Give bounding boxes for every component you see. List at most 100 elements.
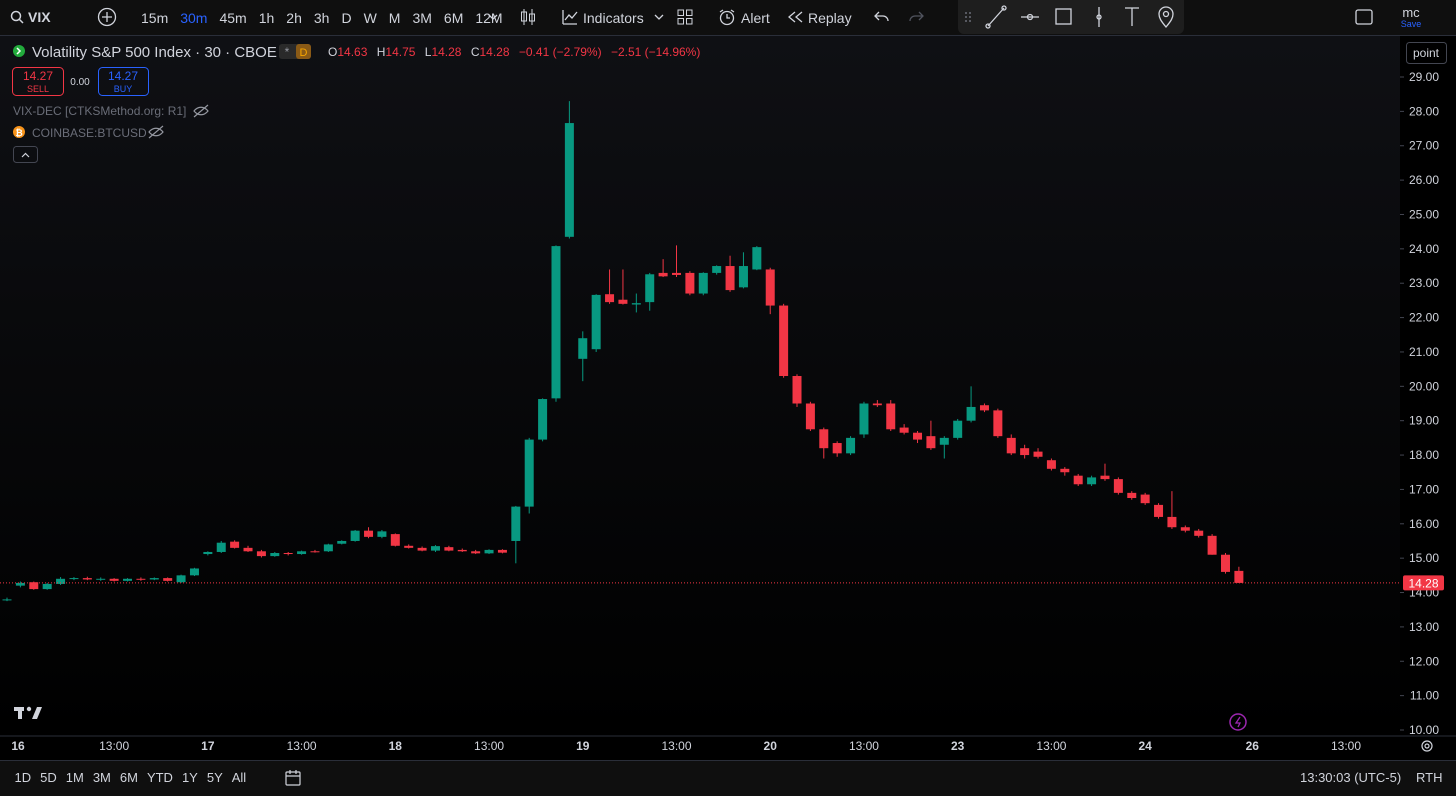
hidden-icon[interactable] xyxy=(148,125,164,139)
interval-button[interactable]: D xyxy=(341,10,352,26)
indicators-menu[interactable] xyxy=(654,13,664,21)
candle-body xyxy=(1207,535,1217,555)
scale-mode[interactable]: point xyxy=(1413,46,1440,60)
interval-button[interactable]: 3h xyxy=(313,10,330,26)
interval-button[interactable]: 30m xyxy=(180,10,208,26)
buy-button[interactable] xyxy=(98,67,149,96)
candle-body xyxy=(189,568,199,576)
candle-body xyxy=(123,578,133,581)
hidden-icon[interactable] xyxy=(193,104,209,118)
alert-button[interactable]: Alert xyxy=(741,10,770,26)
candle-body xyxy=(765,269,775,306)
lightning-button[interactable] xyxy=(1229,713,1247,731)
alert-icon[interactable] xyxy=(718,8,736,26)
interval-button[interactable]: 6M xyxy=(443,10,464,26)
candle-body xyxy=(779,305,789,377)
y-tick-label: 19.00 xyxy=(1409,414,1439,428)
interval-button[interactable]: 2h xyxy=(286,10,302,26)
spread: 0.00 xyxy=(70,77,90,88)
sell-button[interactable] xyxy=(12,67,64,96)
user-layout[interactable]: mc xyxy=(1402,5,1420,20)
candle-body xyxy=(524,439,534,507)
candle-body xyxy=(350,530,360,541)
range-button[interactable]: 5D xyxy=(40,770,57,785)
candle-body xyxy=(364,530,374,537)
range-button[interactable]: YTD xyxy=(146,770,173,785)
indicators-icon[interactable] xyxy=(561,8,579,26)
x-tick-label: 13:00 xyxy=(99,739,129,753)
collapse-button[interactable] xyxy=(13,146,38,163)
x-tick-label: 13:00 xyxy=(849,739,879,753)
candle-body xyxy=(645,274,655,303)
last-price-label: 14.28 xyxy=(1408,576,1438,590)
range-button[interactable]: 1Y xyxy=(181,770,198,785)
candle-body xyxy=(15,582,25,586)
candle-body xyxy=(886,403,896,430)
candle-body xyxy=(69,578,79,580)
range-button[interactable]: 1M xyxy=(65,770,84,785)
candle-body xyxy=(672,272,681,275)
range-button[interactable]: 1D xyxy=(14,770,32,785)
replay-button[interactable]: Replay xyxy=(808,10,852,26)
axis-settings[interactable] xyxy=(1421,740,1433,752)
x-tick-label: 19 xyxy=(576,739,590,753)
interval-button[interactable]: 12M xyxy=(475,10,503,26)
y-tick-label: 16.00 xyxy=(1409,517,1439,531)
candle-body xyxy=(1087,477,1097,485)
interval-button[interactable]: 1h xyxy=(258,10,275,26)
clock[interactable]: 13:30:03 (UTC-5) xyxy=(1300,770,1402,785)
y-tick-label: 22.00 xyxy=(1409,311,1439,325)
candle-body xyxy=(913,432,923,440)
plot-background xyxy=(0,36,1400,736)
candle-body xyxy=(511,506,521,541)
candle-body xyxy=(337,540,347,544)
symbol[interactable]: VIX xyxy=(28,9,51,25)
candle-body xyxy=(551,246,561,399)
ohlc-value: 14.75 xyxy=(385,45,415,59)
interval-button[interactable]: W xyxy=(363,10,377,26)
interval-button[interactable]: 45m xyxy=(219,10,247,26)
undo[interactable] xyxy=(874,10,890,24)
search-icon[interactable] xyxy=(10,10,24,24)
candle-body xyxy=(1020,448,1030,456)
candle-body xyxy=(457,549,467,552)
redo[interactable] xyxy=(908,10,924,24)
y-tick-label: 11.00 xyxy=(1410,689,1439,703)
add-symbol[interactable] xyxy=(97,7,117,27)
x-tick-label: 13:00 xyxy=(474,739,504,753)
session[interactable]: RTH xyxy=(1416,770,1443,785)
candle-body xyxy=(1194,530,1204,536)
chart-type[interactable] xyxy=(519,7,537,27)
range-button[interactable]: 5Y xyxy=(206,770,223,785)
candle-body xyxy=(417,547,427,551)
candle-body xyxy=(859,403,869,435)
layouts-icon[interactable] xyxy=(677,9,693,25)
collapse-icon xyxy=(21,152,30,158)
interval-button[interactable]: 3M xyxy=(412,10,432,26)
scale-mode-button[interactable] xyxy=(1406,42,1447,64)
indicators-button[interactable]: Indicators xyxy=(583,10,644,26)
candle-body xyxy=(1100,475,1110,480)
candle-body xyxy=(658,272,668,277)
x-tick-label: 18 xyxy=(389,739,403,753)
legend-title: Volatility S&P 500 Index · 30 · CBOE xyxy=(32,44,277,61)
candle-body xyxy=(176,575,186,583)
candle-body xyxy=(243,547,253,552)
candle-body xyxy=(1180,527,1190,531)
y-tick-label: 18.00 xyxy=(1409,448,1439,462)
range-button[interactable]: All xyxy=(231,770,247,785)
range-button[interactable]: 6M xyxy=(119,770,138,785)
range-button[interactable]: 3M xyxy=(92,770,111,785)
date-range-icon[interactable] xyxy=(284,769,302,787)
replay-icon[interactable] xyxy=(788,11,804,23)
fullscreen[interactable] xyxy=(1355,9,1373,25)
y-tick-label: 26.00 xyxy=(1409,173,1439,187)
buy-price: 14.27 xyxy=(108,69,138,83)
candle-body xyxy=(591,294,601,350)
candle-body xyxy=(926,436,936,449)
interval-menu[interactable] xyxy=(488,13,498,21)
interval-button[interactable]: 15m xyxy=(141,10,169,26)
candle-body xyxy=(819,429,829,449)
save-button[interactable]: Save xyxy=(1400,19,1422,29)
interval-button[interactable]: M xyxy=(388,10,401,26)
